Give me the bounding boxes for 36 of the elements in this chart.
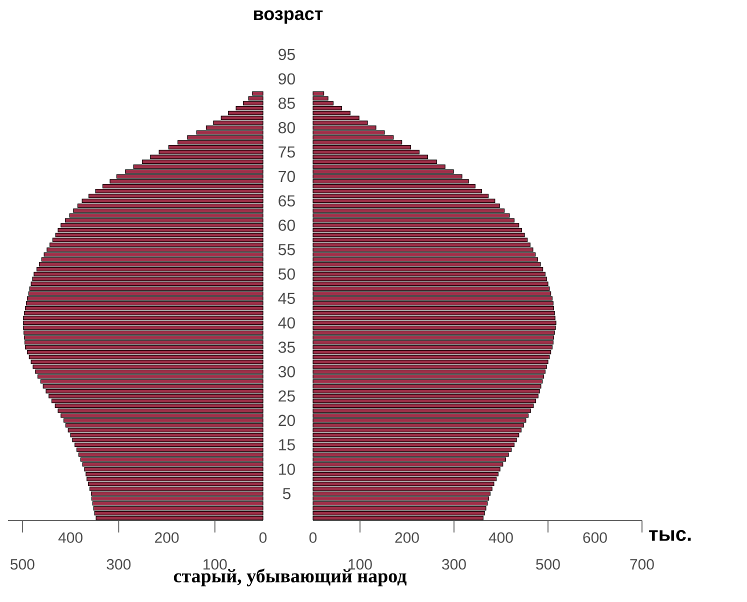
x2-tick-label: 700 [630, 559, 654, 570]
y-tick-label: 85 [278, 98, 295, 109]
x-tick-label: 0 [309, 532, 317, 543]
y-tick-label: 65 [278, 195, 295, 207]
text: старый, убывающий народ [174, 568, 407, 586]
y-tick-label: 15 [279, 439, 295, 450]
x2-tick-label: 300 [106, 559, 131, 570]
x-axis-title: тыс. [649, 530, 691, 541]
y-tick-label: 25 [278, 390, 295, 402]
y-tick-label: 80 [278, 122, 295, 134]
x2-tick-label: 500 [536, 559, 560, 570]
x2-tick-label: 100 [348, 559, 372, 570]
y-tick-label: 70 [278, 170, 295, 182]
y-tick-label: 5 [282, 488, 291, 500]
y-tick-label: 95 [278, 48, 295, 60]
y-tick-label: 40 [278, 317, 295, 329]
x-tick-label: 400 [58, 532, 82, 543]
x-tick-label: 0 [259, 532, 267, 543]
y-tick-label: 20 [278, 414, 295, 426]
y-tick-label: 45 [278, 292, 295, 304]
x2-tick-label: 500 [10, 559, 34, 570]
y-tick-label: 75 [278, 146, 295, 158]
x2-tick-label: 100 [204, 559, 227, 570]
x2-tick-label: 300 [442, 559, 466, 570]
y-tick-label: 50 [278, 268, 295, 280]
chart-title: возраст [254, 10, 323, 24]
y-tick-label: 10 [279, 464, 295, 475]
x-tick-label: 200 [395, 532, 419, 543]
y-tick-label: 90 [278, 73, 295, 85]
y-tick-label: 60 [278, 220, 295, 231]
x-tick-label: 200 [155, 532, 179, 543]
x-tick-label: 400 [488, 532, 513, 543]
x-tick-label: 600 [583, 532, 607, 543]
y-tick-label: 30 [278, 366, 295, 378]
y-tick-label: 35 [278, 342, 295, 353]
y-tick-label: 55 [278, 244, 295, 256]
